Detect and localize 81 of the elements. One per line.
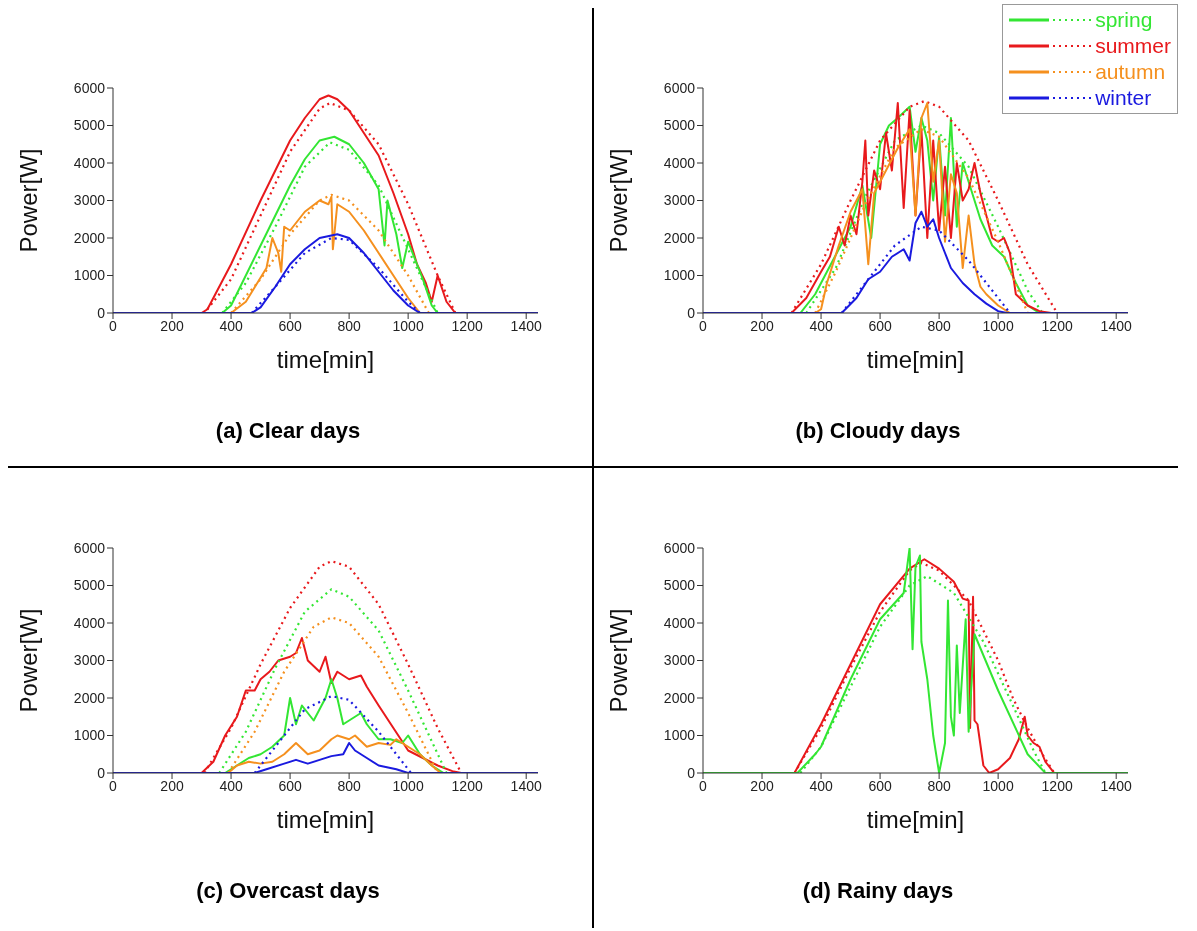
y-tick-label: 3000 (663, 652, 696, 669)
y-tick-label: 1000 (73, 267, 106, 284)
x-tick-label: 1400 (1100, 777, 1132, 794)
y-tick-label: 0 (97, 764, 106, 781)
y-tick-label: 5000 (663, 577, 696, 594)
y-tick-label: 2000 (663, 229, 696, 246)
line-series (227, 616, 439, 773)
y-tick-label: 5000 (73, 577, 106, 594)
x-axis-title: time[min] (276, 806, 375, 833)
y-tick-label: 6000 (73, 79, 106, 96)
x-tick-label: 200 (750, 777, 774, 794)
x-tick-label: 800 (337, 777, 361, 794)
y-tick-label: 3000 (73, 192, 106, 209)
x-tick-label: 600 (868, 317, 892, 334)
x-tick-label: 400 (809, 317, 833, 334)
x-axis-title: time[min] (276, 346, 375, 373)
text: (c) Overcast days (195, 878, 381, 904)
x-tick-label: 0 (699, 777, 708, 794)
y-tick-label: 2000 (663, 689, 696, 706)
x-axis-title: time[min] (866, 346, 965, 373)
x-tick-label: 400 (219, 777, 243, 794)
y-tick-label: 1000 (73, 727, 106, 744)
x-tick-label: 800 (927, 777, 951, 794)
x-tick-label: 400 (219, 317, 243, 334)
x-tick-label: 1200 (451, 317, 483, 334)
line-series (790, 100, 1059, 313)
x-tick-label: 800 (927, 317, 951, 334)
y-tick-label: 0 (97, 304, 106, 321)
text: (a) Clear days (214, 418, 362, 444)
x-tick-label: 400 (809, 777, 833, 794)
line-series (253, 695, 413, 773)
y-tick-label: 6000 (73, 539, 106, 556)
x-tick-label: 1400 (510, 777, 542, 794)
y-tick-label: 4000 (663, 154, 696, 171)
x-tick-label: 600 (278, 777, 302, 794)
x-tick-label: 600 (278, 317, 302, 334)
x-tick-label: 1000 (982, 777, 1014, 794)
x-tick-label: 800 (337, 317, 361, 334)
x-tick-label: 0 (109, 317, 118, 334)
x-tick-label: 1200 (1041, 777, 1073, 794)
x-tick-label: 0 (699, 317, 708, 334)
text: (b) Cloudy days (794, 418, 962, 444)
y-tick-label: 2000 (73, 229, 106, 246)
y-tick-label: 6000 (663, 539, 696, 556)
y-tick-label: 3000 (73, 652, 106, 669)
y-tick-label: 5000 (73, 117, 106, 134)
x-tick-label: 1400 (510, 317, 542, 334)
x-tick-label: 1200 (451, 777, 483, 794)
legend-label: summer (1095, 34, 1171, 58)
x-tick-label: 1400 (1100, 317, 1132, 334)
y-tick-label: 0 (687, 764, 696, 781)
y-axis-title: Power[W] (604, 148, 632, 253)
legend-label: autumn (1095, 60, 1166, 84)
y-axis-title: Power[W] (604, 608, 632, 713)
x-tick-label: 200 (160, 777, 184, 794)
y-tick-label: 4000 (663, 614, 696, 631)
x-axis-title: time[min] (866, 806, 965, 833)
y-axis-title: Power[W] (14, 148, 42, 253)
y-tick-label: 1000 (663, 267, 696, 284)
line-series (218, 588, 448, 773)
legend-label: winter (1095, 86, 1152, 110)
line-series (229, 193, 430, 313)
legend-label: spring (1095, 8, 1153, 32)
y-tick-label: 4000 (73, 614, 106, 631)
x-tick-label: 1000 (982, 317, 1014, 334)
x-tick-label: 200 (160, 317, 184, 334)
y-tick-label: 3000 (663, 192, 696, 209)
y-tick-label: 0 (687, 304, 696, 321)
y-axis-title: Power[W] (14, 608, 42, 713)
y-tick-label: 6000 (663, 79, 696, 96)
x-tick-label: 600 (868, 777, 892, 794)
text: (d) Rainy days (801, 878, 955, 904)
y-tick-label: 4000 (73, 154, 106, 171)
x-tick-label: 1200 (1041, 317, 1073, 334)
x-tick-label: 0 (109, 777, 118, 794)
x-tick-label: 200 (750, 317, 774, 334)
x-tick-label: 1000 (392, 777, 424, 794)
y-tick-label: 5000 (663, 117, 696, 134)
y-tick-label: 1000 (663, 727, 696, 744)
x-tick-label: 1000 (392, 317, 424, 334)
y-tick-label: 2000 (73, 689, 106, 706)
